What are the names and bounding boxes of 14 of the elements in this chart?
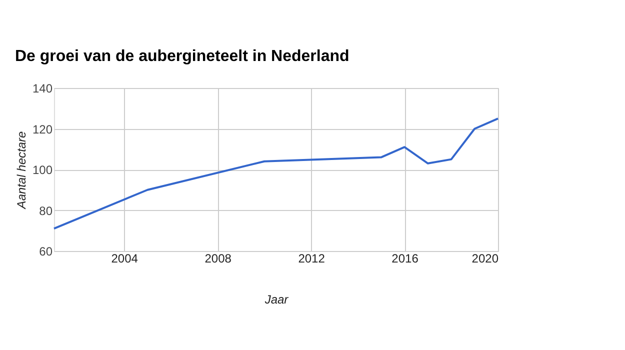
y-tick-label: 120 xyxy=(32,122,53,136)
y-tick-label: 60 xyxy=(39,244,53,258)
x-tick-label: 2016 xyxy=(392,252,419,266)
x-axis-title: Jaar xyxy=(264,292,290,306)
chart-title: De groei van de aubergineteelt in Nederland xyxy=(14,48,350,65)
line-series xyxy=(53,118,499,230)
y-tick-label: 140 xyxy=(32,82,53,96)
x-tick-label: 2008 xyxy=(204,252,232,266)
y-tick-label: 100 xyxy=(32,163,53,177)
x-tick-label: 2020 xyxy=(472,252,499,266)
y-tick-label: 80 xyxy=(39,204,53,218)
x-tick-label: 2004 xyxy=(111,252,138,266)
y-axis-title: Aantal hectare xyxy=(14,130,28,210)
x-tick-label: 2012 xyxy=(298,252,326,266)
